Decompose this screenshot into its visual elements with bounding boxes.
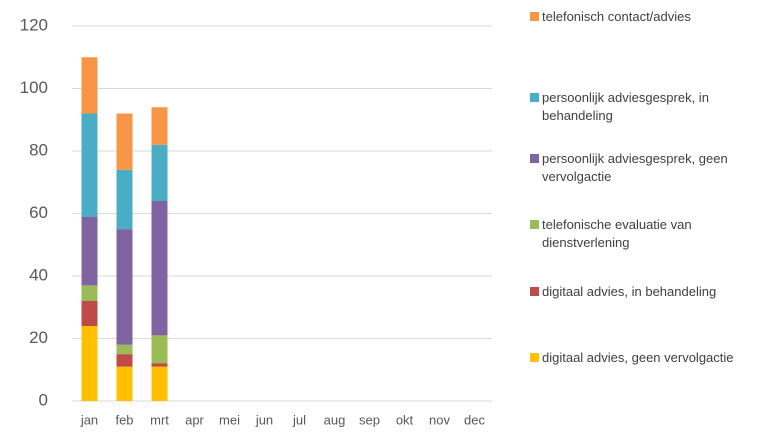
bar-segment [116,366,133,401]
bar-segment [151,201,168,336]
bar-segment [81,285,98,301]
legend-swatch [530,287,539,296]
x-tick-label: dec [464,412,485,427]
bar-segment [151,363,168,367]
chart: 0 20 40 60 80 100 120 jan feb mrt apr mei jun jul aug s… [20,15,492,427]
bar-segment [151,366,168,401]
legend-item: digitaal advies, in behandeling [530,283,755,301]
bar-segment [81,326,98,401]
x-tick-label: jan [80,412,98,427]
x-tick-label: nov [429,412,450,427]
legend: telefonisch contact/advies persoonlijk ad… [530,0,755,432]
legend-item: digitaal advies, geen vervolgactie [530,349,755,367]
bar-segment [151,335,168,364]
legend-item: telefonisch contact/advies [530,8,755,26]
bar-segment [81,216,98,286]
bar-segment [151,107,168,145]
legend-label: persoonlijk adviesgesprek, in behandelin… [542,90,709,123]
legend-item: persoonlijk adviesgesprek, geen vervolga… [530,150,755,186]
x-tick-label: apr [185,412,204,427]
y-tick-label: 20 [29,328,48,347]
x-tick-label: jul [292,412,306,427]
legend-label: telefonisch contact/advies [542,9,691,24]
legend-item: telefonische evaluatie van dienstverleni… [530,216,755,252]
bar-segment [116,113,133,170]
legend-label: digitaal advies, in behandeling [542,284,717,299]
x-tick-label: mei [219,412,240,427]
y-tick-label: 80 [29,140,48,159]
x-tick-label: aug [324,412,346,427]
legend-swatch [530,220,539,229]
bar-segment [81,57,98,114]
legend-swatch [530,154,539,163]
legend-label: digitaal advies, geen vervolgactie [542,350,734,365]
y-tick-label: 0 [39,390,48,409]
bar-segment [81,301,98,326]
legend-item: persoonlijk adviesgesprek, in behandelin… [530,89,755,125]
y-tick-label: 100 [20,78,48,97]
bar-segment [151,144,168,201]
legend-swatch [530,93,539,102]
x-tick-label: feb [115,412,133,427]
bar-segment [116,354,133,367]
y-tick-label: 40 [29,265,48,284]
legend-swatch [530,12,539,21]
y-tick-label: 120 [20,15,48,34]
bar-segment [116,169,133,230]
bar-segment [116,344,133,355]
bar-segment [81,113,98,217]
legend-label: persoonlijk adviesgesprek, geen vervolga… [542,151,728,184]
bar-segment [116,229,133,345]
legend-label: telefonische evaluatie van dienstverleni… [542,217,692,250]
x-tick-label: jun [255,412,273,427]
x-tick-label: okt [396,412,414,427]
x-tick-label: mrt [150,412,169,427]
x-tick-label: sep [359,412,380,427]
legend-swatch [530,353,539,362]
y-tick-label: 60 [29,203,48,222]
